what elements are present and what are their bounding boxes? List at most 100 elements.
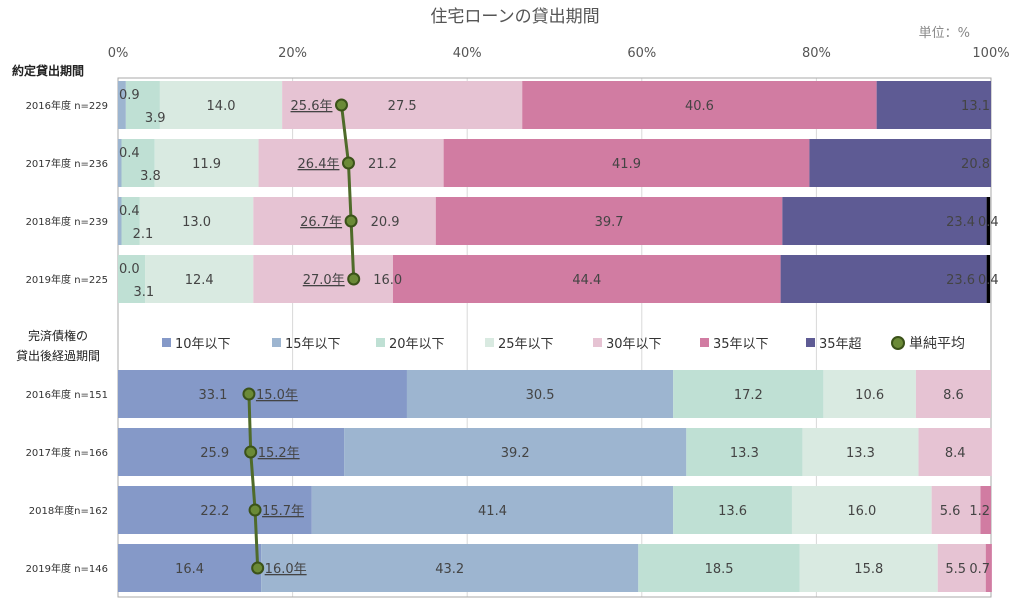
bar-segment bbox=[121, 139, 155, 187]
average-line bbox=[247, 393, 260, 569]
row-label: 2019年度 n=225 bbox=[26, 273, 108, 286]
data-label: 2.1 bbox=[133, 227, 154, 242]
bar-segment bbox=[673, 370, 824, 418]
bar-segment bbox=[985, 544, 992, 592]
average-marker bbox=[251, 561, 265, 575]
legend-swatch bbox=[593, 338, 602, 347]
data-label: 40.6 bbox=[685, 99, 714, 114]
legend-label: 25年以下 bbox=[498, 337, 554, 352]
data-label: 0.9 bbox=[119, 88, 140, 103]
bar-segment bbox=[125, 81, 160, 129]
data-label: 16.0 bbox=[847, 504, 876, 519]
data-label: 10.6 bbox=[855, 388, 884, 403]
bar-segment bbox=[986, 255, 991, 303]
data-label: 11.9 bbox=[192, 157, 221, 172]
bar-segment bbox=[876, 81, 991, 129]
average-label: 16.0年 bbox=[265, 562, 307, 577]
x-tick-label: 0% bbox=[108, 46, 129, 61]
average-label: 15.0年 bbox=[256, 388, 298, 403]
data-label: 27.5 bbox=[388, 99, 417, 114]
bar-segment bbox=[780, 255, 987, 303]
data-label: 23.6 bbox=[946, 273, 975, 288]
data-label: 30.5 bbox=[526, 388, 555, 403]
data-label: 5.6 bbox=[940, 504, 961, 519]
data-label: 43.2 bbox=[435, 562, 464, 577]
data-label: 16.4 bbox=[175, 562, 204, 577]
bar-segment bbox=[522, 81, 877, 129]
bar-segment bbox=[118, 81, 126, 129]
bar-segment bbox=[406, 370, 674, 418]
data-label: 23.4 bbox=[946, 215, 975, 230]
legend-label: 35年超 bbox=[819, 337, 862, 352]
data-label: 0.4 bbox=[119, 204, 140, 219]
data-label: 13.0 bbox=[182, 215, 211, 230]
bar-segment bbox=[282, 81, 523, 129]
bar-segment bbox=[443, 139, 810, 187]
bar-segment bbox=[145, 255, 254, 303]
bar-segment bbox=[139, 197, 254, 245]
row-label: 2016年度 n=229 bbox=[26, 99, 108, 112]
data-label: 18.5 bbox=[705, 562, 734, 577]
bar-segment bbox=[118, 255, 146, 303]
plot-frame bbox=[117, 77, 992, 598]
data-label: 17.2 bbox=[734, 388, 763, 403]
average-marker bbox=[334, 98, 348, 112]
bar-segment bbox=[782, 197, 987, 245]
average-label: 15.2年 bbox=[258, 446, 300, 461]
unit-label: 単位：% bbox=[919, 25, 970, 41]
data-label: 8.4 bbox=[945, 446, 966, 461]
legend-swatch bbox=[700, 338, 709, 347]
bar-segment bbox=[686, 428, 803, 476]
data-label: 39.2 bbox=[501, 446, 530, 461]
data-label: 41.4 bbox=[478, 504, 507, 519]
average-marker bbox=[344, 214, 358, 228]
group-label: 完済債権の bbox=[28, 328, 88, 343]
data-label: 14.0 bbox=[207, 99, 236, 114]
row-label: 2018年度 n=239 bbox=[26, 215, 108, 228]
data-label: 20.9 bbox=[371, 215, 400, 230]
bar-segment bbox=[392, 255, 781, 303]
data-label: 41.9 bbox=[612, 157, 641, 172]
data-label: 0.4 bbox=[978, 273, 999, 288]
data-label: 0.4 bbox=[119, 146, 140, 161]
data-label: 0.0 bbox=[119, 262, 140, 277]
data-label: 22.2 bbox=[200, 504, 229, 519]
average-label: 27.0年 bbox=[303, 273, 345, 288]
row-label: 2017年度 n=236 bbox=[26, 157, 108, 170]
legend-label: 15年以下 bbox=[285, 337, 341, 352]
data-label: 12.4 bbox=[185, 273, 214, 288]
average-label: 26.4年 bbox=[298, 157, 340, 172]
legend-swatch bbox=[806, 338, 815, 347]
row-label: 2019年度 n=146 bbox=[26, 562, 108, 575]
bar-segment bbox=[799, 544, 938, 592]
bar-segment bbox=[937, 544, 986, 592]
group-label: 約定貸出期間 bbox=[12, 63, 84, 78]
bar-segment bbox=[311, 486, 674, 534]
legend-label: 単純平均 bbox=[909, 336, 965, 352]
bar-segment bbox=[915, 370, 991, 418]
row-label: 2018年度n=162 bbox=[29, 504, 108, 517]
data-label: 3.1 bbox=[134, 285, 155, 300]
average-label: 25.6年 bbox=[291, 99, 333, 114]
bar-segment bbox=[253, 197, 436, 245]
average-marker bbox=[248, 503, 262, 517]
bar-segment bbox=[344, 428, 687, 476]
chart-title: 住宅ローンの貸出期間 bbox=[430, 7, 599, 27]
bar-segment bbox=[931, 486, 981, 534]
bar-segment bbox=[791, 486, 932, 534]
bar-segment bbox=[638, 544, 800, 592]
legend-swatch bbox=[272, 338, 281, 347]
data-label: 44.4 bbox=[572, 273, 601, 288]
data-label: 15.8 bbox=[854, 562, 883, 577]
average-label: 15.7年 bbox=[262, 504, 304, 519]
group-label: 貸出後経過期間 bbox=[16, 348, 100, 363]
data-label: 3.8 bbox=[140, 169, 161, 184]
data-label: 0.7 bbox=[969, 562, 990, 577]
bar-segment bbox=[118, 139, 122, 187]
x-tick-label: 60% bbox=[627, 46, 656, 61]
data-label: 21.2 bbox=[368, 157, 397, 172]
average-label: 26.7年 bbox=[300, 215, 342, 230]
bar-segment bbox=[980, 486, 991, 534]
bar-segment bbox=[159, 81, 283, 129]
